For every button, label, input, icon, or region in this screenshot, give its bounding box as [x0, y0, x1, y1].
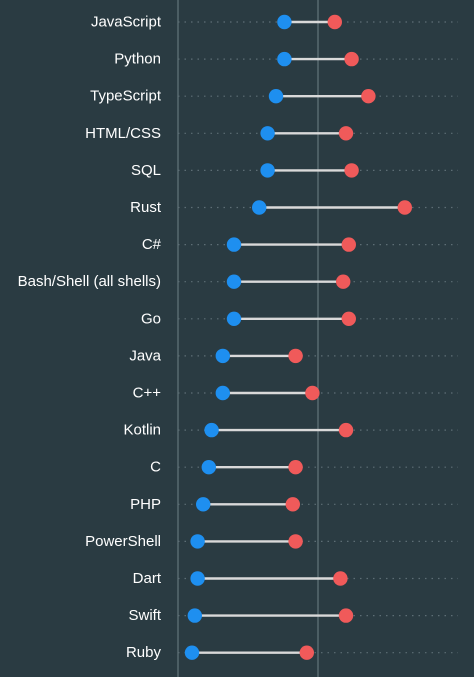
end-point [285, 497, 300, 512]
start-point [184, 645, 200, 660]
start-point [260, 126, 275, 141]
row-bash-shell-all-shells-: Bash/Shell (all shells) [18, 273, 458, 290]
row-html-css: HTML/CSS [85, 125, 458, 142]
end-point [344, 51, 359, 67]
start-point [190, 571, 205, 586]
category-label: PHP [130, 496, 161, 513]
row-typescript: TypeScript [90, 88, 458, 105]
category-label: Rust [130, 199, 162, 216]
start-point [196, 497, 211, 512]
end-point [338, 608, 354, 623]
start-point [190, 534, 205, 549]
end-point [397, 200, 412, 215]
row-rust: Rust [130, 199, 458, 216]
category-label: TypeScript [90, 88, 162, 105]
start-point [187, 608, 202, 623]
category-label: Dart [133, 570, 162, 587]
category-label: Go [141, 310, 161, 327]
end-point [288, 460, 303, 475]
category-label: Python [114, 51, 161, 68]
start-point [277, 14, 292, 30]
end-point [341, 237, 356, 252]
end-point [336, 274, 351, 289]
row-python: Python [114, 51, 458, 68]
rows-layer: JavaScript Python TypeScript HTML/CSS SQL Rus… [18, 14, 458, 661]
start-point [252, 200, 267, 215]
row-go: Go [141, 310, 458, 327]
end-point [338, 422, 354, 438]
row-ruby: Ruby [126, 644, 458, 661]
row-dart: Dart [133, 570, 458, 587]
row-c-: C# [142, 236, 458, 253]
start-point [277, 51, 292, 67]
category-label: JavaScript [91, 14, 162, 31]
category-label: Kotlin [123, 422, 161, 439]
start-point [268, 89, 284, 104]
end-point [299, 645, 314, 660]
category-label: C [150, 459, 161, 476]
row-powershell: PowerShell [85, 533, 458, 550]
category-label: PowerShell [85, 533, 161, 550]
end-point [305, 385, 320, 401]
end-point [338, 126, 354, 141]
row-javascript: JavaScript [91, 14, 458, 31]
row-kotlin: Kotlin [123, 422, 458, 439]
end-point [288, 534, 303, 549]
category-label: Swift [128, 607, 161, 624]
category-label: HTML/CSS [85, 125, 161, 142]
grid-layer [177, 0, 319, 677]
row-php: PHP [130, 496, 458, 513]
category-label: C# [142, 236, 162, 253]
start-point [226, 237, 242, 252]
start-point [260, 163, 275, 178]
end-point [288, 348, 303, 364]
category-label: SQL [131, 162, 161, 179]
end-point [327, 14, 342, 30]
row-sql: SQL [131, 162, 458, 179]
start-point [201, 460, 216, 475]
start-point [226, 311, 242, 326]
start-point [204, 422, 219, 438]
end-point [344, 163, 359, 178]
start-point [226, 274, 242, 289]
start-point [215, 385, 230, 401]
category-label: Ruby [126, 644, 162, 661]
category-label: Java [129, 347, 161, 364]
category-label: C++ [133, 385, 162, 402]
end-point [333, 571, 348, 586]
row-swift: Swift [128, 607, 458, 624]
category-label: Bash/Shell (all shells) [18, 273, 161, 290]
row-java: Java [129, 347, 458, 364]
end-point [341, 311, 356, 326]
end-point [361, 89, 376, 104]
row-c: C [150, 459, 458, 476]
row-c-: C++ [133, 385, 458, 402]
start-point [215, 348, 230, 364]
